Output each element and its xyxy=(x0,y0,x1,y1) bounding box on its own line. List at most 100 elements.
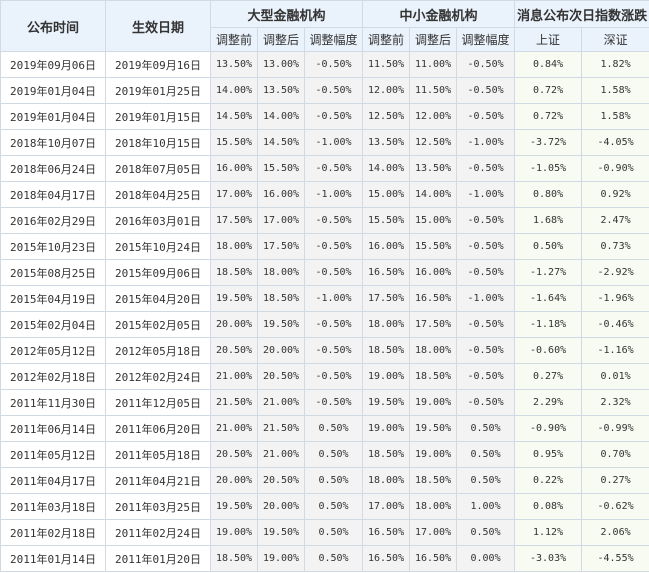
cell-effective-date: 2011年04月21日 xyxy=(105,467,211,494)
cell-large-range: -0.50% xyxy=(303,363,364,390)
table-row: 2015年10月23日 2015年10月24日 18.00% 17.50% -0.50%… xyxy=(0,233,649,260)
cell-shenzhen: 1.58% xyxy=(581,103,649,130)
cell-large-range: -0.50% xyxy=(303,103,364,130)
cell-large-after: 17.00% xyxy=(257,207,305,234)
cell-small-before: 12.50% xyxy=(362,103,411,130)
cell-shenzhen: 2.32% xyxy=(581,389,649,416)
cell-shanghai: -1.27% xyxy=(514,259,583,286)
cell-small-range: 0.00% xyxy=(456,545,516,572)
cell-shenzhen: -2.92% xyxy=(581,259,649,286)
cell-small-before: 11.50% xyxy=(362,51,411,78)
cell-shenzhen: 2.06% xyxy=(581,519,649,546)
col-small-before: 调整前 xyxy=(362,27,411,52)
cell-small-range: -0.50% xyxy=(456,103,516,130)
cell-large-before: 19.50% xyxy=(210,285,258,312)
cell-large-range: 0.50% xyxy=(303,441,364,468)
cell-small-before: 14.00% xyxy=(362,155,411,182)
cell-large-after: 17.50% xyxy=(257,233,305,260)
cell-shanghai: 1.12% xyxy=(514,519,583,546)
cell-small-before: 19.00% xyxy=(362,415,411,442)
cell-large-before: 19.50% xyxy=(210,493,258,520)
cell-small-after: 11.50% xyxy=(409,77,458,104)
cell-announce-date: 2015年08月25日 xyxy=(0,259,106,286)
cell-shanghai: 0.80% xyxy=(514,181,583,208)
cell-announce-date: 2015年04月19日 xyxy=(0,285,106,312)
cell-small-after: 19.50% xyxy=(409,415,458,442)
cell-small-after: 18.50% xyxy=(409,467,458,494)
header-row-top: 公布时间 生效日期 大型金融机构 中小金融机构 消息公布次日指数涨跌 xyxy=(0,0,649,52)
col-effective-date: 生效日期 xyxy=(105,0,211,52)
cell-shanghai: 0.72% xyxy=(514,77,583,104)
table-row: 2018年06月24日 2018年07月05日 16.00% 15.50% -0.50%… xyxy=(0,155,649,182)
cell-effective-date: 2011年03月25日 xyxy=(105,493,211,520)
cell-large-after: 18.50% xyxy=(257,285,305,312)
cell-effective-date: 2018年07月05日 xyxy=(105,155,211,182)
col-shanghai: 上证 xyxy=(514,27,583,52)
col-announce-date: 公布时间 xyxy=(0,0,106,52)
col-group-small-institutions: 中小金融机构 xyxy=(362,0,516,28)
cell-shanghai: 0.22% xyxy=(514,467,583,494)
cell-small-before: 16.50% xyxy=(362,545,411,572)
table-row: 2015年02月04日 2015年02月05日 20.00% 19.50% -0.50%… xyxy=(0,311,649,338)
cell-announce-date: 2019年01月04日 xyxy=(0,77,106,104)
cell-small-before: 18.50% xyxy=(362,337,411,364)
cell-large-range: -0.50% xyxy=(303,155,364,182)
cell-small-after: 18.50% xyxy=(409,363,458,390)
cell-announce-date: 2016年02月29日 xyxy=(0,207,106,234)
cell-large-after: 18.00% xyxy=(257,259,305,286)
cell-small-range: -0.50% xyxy=(456,155,516,182)
cell-effective-date: 2012年02月24日 xyxy=(105,363,211,390)
cell-large-before: 16.00% xyxy=(210,155,258,182)
cell-shanghai: -0.90% xyxy=(514,415,583,442)
cell-shanghai: -3.72% xyxy=(514,129,583,156)
cell-small-range: 0.50% xyxy=(456,415,516,442)
cell-large-range: -0.50% xyxy=(303,337,364,364)
cell-shenzhen: 0.92% xyxy=(581,181,649,208)
cell-large-after: 21.00% xyxy=(257,441,305,468)
cell-large-before: 18.00% xyxy=(210,233,258,260)
cell-shanghai: 0.27% xyxy=(514,363,583,390)
cell-small-range: -1.00% xyxy=(456,285,516,312)
cell-announce-date: 2018年10月07日 xyxy=(0,129,106,156)
cell-announce-date: 2015年10月23日 xyxy=(0,233,106,260)
cell-large-after: 16.00% xyxy=(257,181,305,208)
cell-effective-date: 2011年06月20日 xyxy=(105,415,211,442)
cell-small-before: 12.00% xyxy=(362,77,411,104)
cell-large-after: 13.50% xyxy=(257,77,305,104)
table-row: 2018年10月07日 2018年10月15日 15.50% 14.50% -1.00%… xyxy=(0,129,649,156)
cell-shenzhen: -0.99% xyxy=(581,415,649,442)
cell-announce-date: 2011年11月30日 xyxy=(0,389,106,416)
cell-effective-date: 2011年05月18日 xyxy=(105,441,211,468)
cell-small-range: 0.50% xyxy=(456,467,516,494)
cell-small-after: 15.00% xyxy=(409,207,458,234)
col-large-after: 调整后 xyxy=(257,27,305,52)
cell-effective-date: 2016年03月01日 xyxy=(105,207,211,234)
cell-large-before: 14.00% xyxy=(210,77,258,104)
cell-shanghai: -1.05% xyxy=(514,155,583,182)
cell-shenzhen: 0.01% xyxy=(581,363,649,390)
cell-small-range: 0.50% xyxy=(456,519,516,546)
cell-large-range: -0.50% xyxy=(303,311,364,338)
cell-shanghai: -0.60% xyxy=(514,337,583,364)
cell-large-before: 17.00% xyxy=(210,181,258,208)
cell-small-after: 16.50% xyxy=(409,285,458,312)
cell-small-before: 16.00% xyxy=(362,233,411,260)
cell-effective-date: 2018年04月25日 xyxy=(105,181,211,208)
cell-effective-date: 2019年01月25日 xyxy=(105,77,211,104)
cell-large-after: 19.50% xyxy=(257,519,305,546)
cell-small-before: 18.00% xyxy=(362,311,411,338)
cell-announce-date: 2011年02月18日 xyxy=(0,519,106,546)
cell-large-after: 19.00% xyxy=(257,545,305,572)
cell-small-after: 16.50% xyxy=(409,545,458,572)
cell-announce-date: 2018年06月24日 xyxy=(0,155,106,182)
cell-small-range: -0.50% xyxy=(456,311,516,338)
cell-shanghai: 0.50% xyxy=(514,233,583,260)
cell-small-range: 1.00% xyxy=(456,493,516,520)
cell-small-after: 13.50% xyxy=(409,155,458,182)
cell-shenzhen: -0.90% xyxy=(581,155,649,182)
cell-small-range: -0.50% xyxy=(456,337,516,364)
cell-effective-date: 2019年01月15日 xyxy=(105,103,211,130)
cell-announce-date: 2019年01月04日 xyxy=(0,103,106,130)
cell-shanghai: 0.72% xyxy=(514,103,583,130)
